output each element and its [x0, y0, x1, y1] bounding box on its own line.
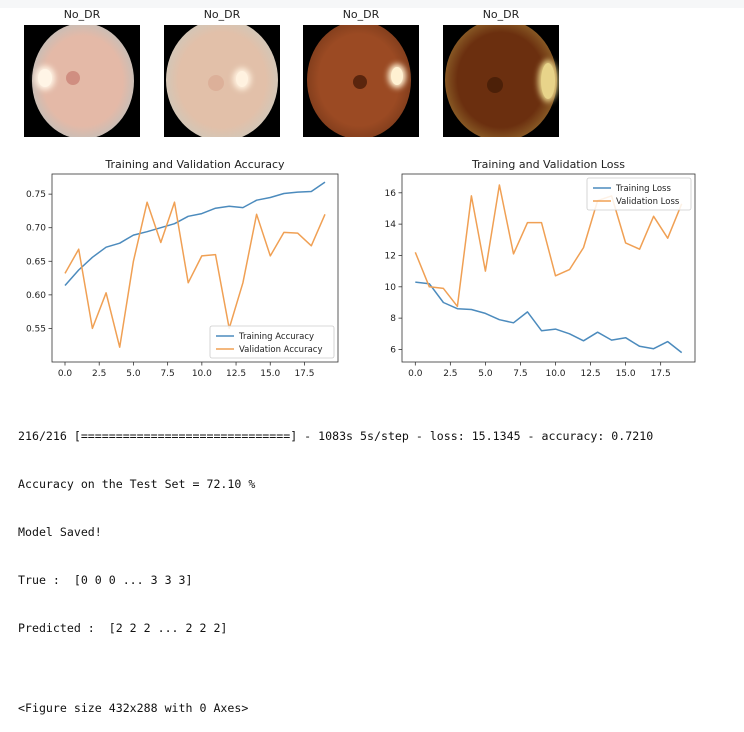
- x-tick-label: 0.0: [408, 369, 423, 379]
- y-tick-label: 0.65: [26, 257, 46, 267]
- fundus-thumbnail-2: No_DR: [164, 8, 280, 140]
- x-tick-label: 7.5: [513, 369, 527, 379]
- series-line-validation-loss: [414, 184, 683, 308]
- x-tick-label: 17.5: [294, 369, 314, 379]
- accuracy-chart: Training and Validation Accuracy 0.0 2.5 5.…: [26, 158, 339, 379]
- y-tick-label: 16: [385, 189, 397, 199]
- notebook-top-band: [0, 0, 744, 8]
- x-tick-label: 0.0: [58, 369, 73, 379]
- true-labels-line: True : [0 0 0 ... 3 3 3]: [18, 573, 193, 587]
- figure-size-line: <Figure size 432x288 with 0 Axes>: [18, 701, 249, 715]
- loss-chart: Training and Validation Loss 0.0 2.5 5.0 7.5…: [385, 158, 696, 379]
- test-accuracy-line: Accuracy on the Test Set = 72.10 %: [18, 477, 256, 491]
- x-tick-label: 12.5: [581, 369, 601, 379]
- series-line-training-accuracy: [64, 181, 326, 286]
- legend-label: Validation Accuracy: [239, 345, 322, 355]
- y-tick-label: 0.75: [26, 190, 46, 200]
- x-tick-label: 2.5: [443, 369, 457, 379]
- legend-label: Validation Loss: [616, 197, 680, 207]
- y-tick-label: 0.55: [26, 324, 46, 334]
- x-tick-label: 5.0: [478, 369, 493, 379]
- x-tick-label: 7.5: [160, 369, 174, 379]
- x-tick-label: 5.0: [126, 369, 141, 379]
- y-tick-label: 8: [390, 314, 396, 324]
- chart-legend: Training Accuracy Validation Accuracy: [209, 325, 335, 359]
- x-tick-label: 15.0: [616, 369, 636, 379]
- predicted-labels-line: Predicted : [2 2 2 ... 2 2 2]: [18, 621, 228, 635]
- model-saved-line: Model Saved!: [18, 525, 102, 539]
- series-line-training-loss: [415, 281, 683, 354]
- y-tick-label: 0.70: [26, 224, 46, 234]
- x-tick-label: 17.5: [651, 369, 671, 379]
- fundus-thumbnail-4: No_DR: [443, 8, 559, 140]
- x-tick-label: 12.5: [226, 369, 246, 379]
- thumbnail-label: No_DR: [342, 8, 380, 21]
- thumbnail-label: No_DR: [482, 8, 520, 21]
- x-tick-label: 15.0: [260, 369, 280, 379]
- console-output: 216/216 [==============================]…: [18, 396, 738, 732]
- progress-line: 216/216 [==============================]…: [18, 429, 654, 443]
- y-tick-label: 10: [385, 283, 397, 293]
- chart-title: Training and Validation Loss: [471, 158, 625, 171]
- y-tick-label: 0.60: [26, 291, 46, 301]
- legend-box: [209, 325, 335, 359]
- series-line-validation-accuracy: [64, 201, 326, 348]
- thumbnail-label: No_DR: [203, 8, 241, 21]
- chart-title: Training and Validation Accuracy: [104, 158, 285, 171]
- legend-label: Training Loss: [615, 184, 671, 194]
- x-tick-label: 10.0: [545, 369, 565, 379]
- fundus-thumbnail-3: No_DR: [303, 8, 419, 140]
- fundus-image: [164, 25, 280, 137]
- fundus-image: [443, 25, 559, 137]
- fundus-image: [24, 25, 140, 137]
- legend-label: Training Accuracy: [238, 332, 314, 342]
- y-tick-label: 12: [385, 251, 396, 261]
- x-tick-label: 10.0: [192, 369, 212, 379]
- thumbnail-label: No_DR: [63, 8, 101, 21]
- y-tick-label: 6: [390, 345, 396, 355]
- y-tick-label: 14: [385, 220, 397, 230]
- legend-box: [586, 177, 692, 211]
- fundus-image: [303, 25, 419, 137]
- fundus-thumbnail-1: No_DR: [24, 8, 140, 140]
- x-tick-label: 2.5: [92, 369, 106, 379]
- chart-legend: Training Loss Validation Loss: [586, 177, 692, 211]
